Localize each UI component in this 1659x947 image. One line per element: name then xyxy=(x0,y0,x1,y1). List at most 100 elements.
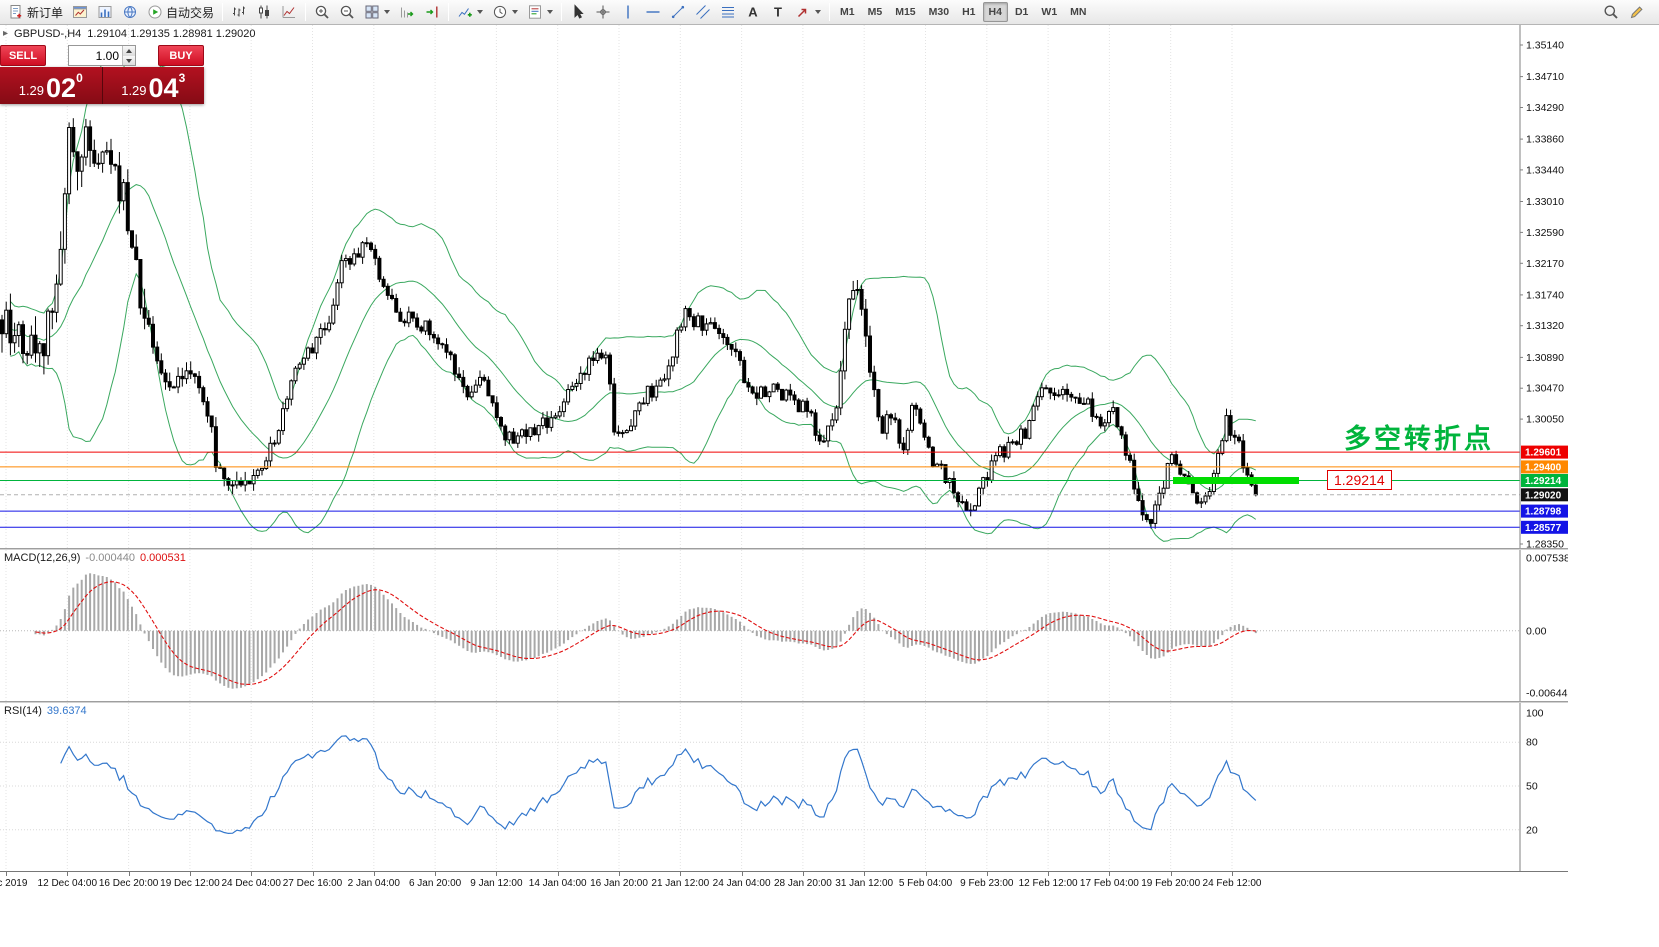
time-label: 16 Jan 20:00 xyxy=(590,878,648,889)
shift-icon xyxy=(424,4,440,20)
buy-button[interactable]: BUY xyxy=(158,45,204,66)
volume-down-button[interactable] xyxy=(123,55,135,65)
arrows-tool-button[interactable] xyxy=(791,2,825,23)
dropdown-caret-icon xyxy=(477,10,484,14)
timeframe-h1-button[interactable]: H1 xyxy=(962,6,976,18)
time-tick xyxy=(1048,872,1050,876)
svg-text:50: 50 xyxy=(1526,781,1538,793)
time-tick xyxy=(802,872,804,876)
vline-icon xyxy=(620,4,636,20)
one-click-trading-panel: SELL BUY 1.29 02 0 xyxy=(0,45,204,104)
macd-canvas[interactable]: 0.007538 0.00 -0.006446 xyxy=(0,550,1568,701)
time-tick xyxy=(986,872,988,876)
time-label: 9 Feb 23:00 xyxy=(960,878,1014,889)
crosshair-tool-button[interactable] xyxy=(591,2,615,23)
zoom-in-button[interactable] xyxy=(310,2,334,23)
toolbar-separator xyxy=(829,3,831,21)
rsi-canvas[interactable]: 100 80 50 20 xyxy=(0,703,1568,871)
text-tool-button[interactable]: A xyxy=(741,2,765,23)
timeframe-w1-button[interactable]: W1 xyxy=(1041,6,1058,18)
svg-text:-0.006446: -0.006446 xyxy=(1526,688,1568,700)
trendline-tool-button[interactable] xyxy=(666,2,690,23)
toolbar-separator xyxy=(561,3,563,21)
chart-shift-button[interactable] xyxy=(420,2,444,23)
timeframe-m1-button[interactable]: M1 xyxy=(840,6,855,18)
candlestick-mode-button[interactable] xyxy=(252,2,276,23)
auto-trading-button[interactable]: 自动交易 xyxy=(143,2,218,23)
svg-text:20: 20 xyxy=(1526,824,1538,836)
tile-windows-button[interactable] xyxy=(360,2,394,23)
buy-price-button[interactable]: 1.29 04 3 xyxy=(102,67,204,104)
fibonacci-tool-button[interactable] xyxy=(716,2,740,23)
profiles-button[interactable] xyxy=(93,2,117,23)
volume-up-button[interactable] xyxy=(123,46,135,56)
sell-price-sup: 0 xyxy=(76,71,83,85)
toolbar-right-group xyxy=(1599,2,1655,23)
periods-button[interactable] xyxy=(488,2,522,23)
macd-label: MACD(12,26,9) xyxy=(4,552,81,564)
candles-icon xyxy=(256,4,272,20)
rsi-header: RSI(14) 39.6374 xyxy=(4,705,87,717)
timeframe-m15-button[interactable]: M15 xyxy=(895,6,916,18)
new-order-button[interactable]: 新订单 xyxy=(4,2,67,23)
templates-button[interactable] xyxy=(523,2,557,23)
vertical-line-tool-button[interactable] xyxy=(616,2,640,23)
search-button[interactable] xyxy=(1599,2,1623,23)
volume-input[interactable] xyxy=(69,46,122,65)
time-tick xyxy=(741,872,743,876)
svg-text:1.33860: 1.33860 xyxy=(1526,134,1564,146)
svg-text:A: A xyxy=(748,5,758,20)
toolbar-separator xyxy=(305,3,307,21)
time-label: 12 Feb 12:00 xyxy=(1018,878,1078,889)
time-tick xyxy=(557,872,559,876)
chart-window-icon xyxy=(72,4,88,20)
new-chart-button[interactable] xyxy=(68,2,92,23)
ind-plus-icon xyxy=(457,4,473,20)
pane-divider[interactable] xyxy=(0,701,1568,703)
time-label: 19 Feb 20:00 xyxy=(1141,878,1201,889)
channel-tool-button[interactable] xyxy=(691,2,715,23)
svg-text:1.32170: 1.32170 xyxy=(1526,258,1564,270)
doc-plus-icon xyxy=(8,4,24,20)
zoom-in-icon xyxy=(314,4,330,20)
timeframe-d1-button[interactable]: D1 xyxy=(1014,6,1029,18)
sell-price-button[interactable]: 1.29 02 0 xyxy=(0,67,103,104)
time-label: 16 Dec 20:00 xyxy=(98,878,159,889)
svg-text:80: 80 xyxy=(1526,737,1538,749)
cursor-tool-button[interactable] xyxy=(566,2,590,23)
timeframe-m5-button[interactable]: M5 xyxy=(867,6,883,18)
auto-scroll-button[interactable] xyxy=(395,2,419,23)
time-label: 14 Jan 04:00 xyxy=(528,878,587,889)
sell-button[interactable]: SELL xyxy=(0,45,46,66)
timeframe-mn-button[interactable]: MN xyxy=(1070,6,1087,18)
timeframe-m30-button[interactable]: M30 xyxy=(928,6,950,18)
zoom-out-button[interactable] xyxy=(335,2,359,23)
indicators-button[interactable] xyxy=(453,2,487,23)
time-tick xyxy=(619,872,620,876)
rsi-label: RSI(14) xyxy=(4,705,42,717)
bar-chart-mode-button[interactable] xyxy=(227,2,251,23)
one-click-collapse-arrow[interactable]: ▸ xyxy=(3,28,9,39)
play-icon xyxy=(147,4,163,20)
time-tick xyxy=(251,872,253,876)
timeframe-h4-button[interactable]: H4 xyxy=(982,2,1008,22)
svg-text:1.34710: 1.34710 xyxy=(1526,71,1564,83)
pane-divider[interactable] xyxy=(0,548,1568,550)
svg-text:1.29601: 1.29601 xyxy=(1525,448,1562,459)
label-tool-button[interactable]: T xyxy=(766,2,790,23)
svg-text:1.32590: 1.32590 xyxy=(1526,227,1564,239)
volume-control xyxy=(68,45,136,66)
svg-text:1.35140: 1.35140 xyxy=(1526,40,1564,52)
line-chart-mode-button[interactable] xyxy=(277,2,301,23)
sell-price-big: 02 xyxy=(46,73,77,103)
svg-text:1.29020: 1.29020 xyxy=(1525,490,1562,501)
macd-value-signal: 0.000531 xyxy=(139,552,186,564)
price-chart-canvas[interactable]: 1.35140 1.34710 1.34290 1.33860 1.33440 1.330… xyxy=(0,25,1568,548)
market-watch-button[interactable] xyxy=(118,2,142,23)
autoscroll-icon xyxy=(399,4,415,20)
svg-text:1.28798: 1.28798 xyxy=(1525,507,1562,518)
edit-button[interactable] xyxy=(1625,2,1649,23)
horizontal-line-tool-button[interactable] xyxy=(641,2,665,23)
